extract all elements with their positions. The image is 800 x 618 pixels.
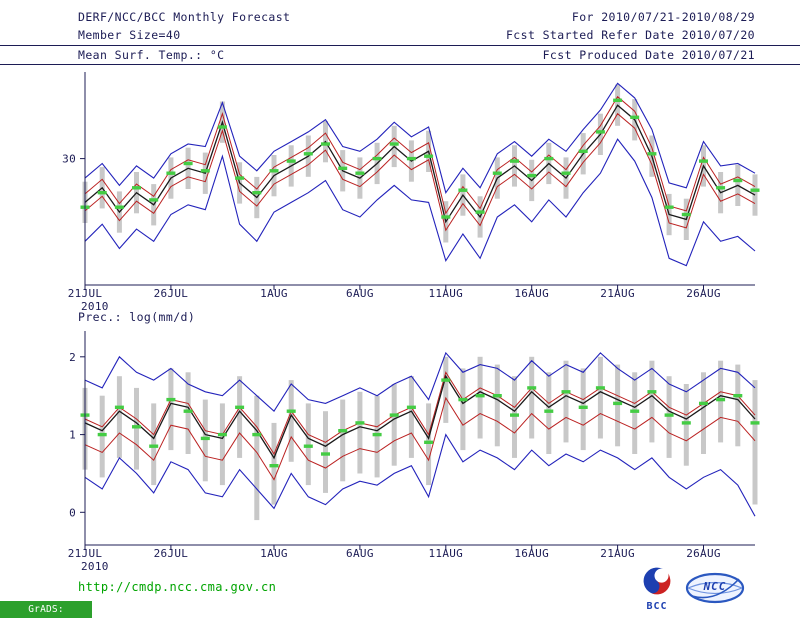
forecast-range: For 2010/07/21-2010/08/29 [571, 10, 755, 24]
ncc-logo-label: NCC [703, 580, 727, 593]
header-divider-2 [0, 64, 800, 65]
bcc-logo-label: BCC [646, 601, 668, 612]
spread-bar [408, 376, 414, 458]
y-tick-label: 2 [69, 351, 76, 364]
spread-bar [683, 384, 689, 466]
member-size-label: Member Size=40 [78, 28, 181, 42]
spread-bar [632, 372, 638, 454]
spread-bar [615, 364, 621, 447]
x-tick-label: 26AUG [686, 547, 721, 560]
x-tick-label: 6AUG [346, 547, 374, 560]
x-tick-label: 21JUL [68, 547, 103, 560]
series-ensemble-mean [84, 104, 756, 224]
series-ensemble-min [84, 138, 756, 267]
spread-bar [563, 360, 569, 443]
spread-bar [116, 376, 122, 458]
x-tick-label: 6AUG [346, 287, 374, 300]
spread-bar [99, 395, 105, 478]
x-tick-label: 26AUG [686, 287, 721, 300]
series-ensemble-max [84, 82, 756, 194]
cma-ncc-logo [685, 572, 745, 604]
globe-line-icon [687, 581, 743, 589]
spread-bar [718, 360, 724, 443]
x-axis-year: 2010 [81, 560, 109, 573]
y-tick-label: 0 [69, 506, 76, 519]
spread-bar [219, 403, 225, 486]
spread-bar [340, 399, 346, 482]
spread-bar [151, 403, 157, 486]
series-upper-quartile [84, 95, 756, 215]
spread-bar [512, 376, 517, 458]
y-tick-label: 30 [62, 153, 76, 166]
spread-bar [649, 360, 655, 443]
bcc-swirl-icon [642, 566, 672, 596]
source-url: http://cmdp.ncc.cma.gov.cn [78, 580, 277, 594]
spread-bar [305, 403, 311, 486]
spread-bar [494, 364, 500, 447]
spread-bar [546, 372, 552, 454]
bcc-logo: BCC [640, 566, 674, 612]
series-upper-quartile [84, 371, 756, 456]
spread-bar [391, 384, 397, 466]
spread-bar [426, 403, 432, 486]
fcst-produced-date: Fcst Produced Date 2010/07/21 [542, 48, 755, 62]
x-tick-label: 26JUL [154, 287, 189, 300]
spread-bar [701, 372, 706, 454]
x-tick-label: 16AUG [514, 547, 549, 560]
series-ensemble-mean [84, 374, 756, 460]
precip-chart-title: Prec.: log(mm/d) [78, 310, 196, 324]
x-tick-label: 21JUL [68, 287, 103, 300]
series-lower-quartile [84, 396, 756, 481]
x-tick-label: 1AUG [260, 287, 288, 300]
spread-bar [357, 391, 363, 474]
y-tick-label: 1 [69, 429, 76, 442]
spread-bar [460, 368, 466, 451]
spread-bar [580, 368, 586, 451]
page-title: DERF/NCC/BCC Monthly Forecast [78, 10, 291, 24]
spread-bar [443, 356, 449, 423]
spread-bar [597, 356, 603, 439]
spread-bar [134, 387, 139, 470]
x-tick-label: 11AUG [428, 287, 463, 300]
temperature-chart: 30 21JUL 26JUL 1AUG 6AUG 11AUG 16AUG 21AUG 26AUG… [62, 72, 760, 313]
spread-bar [237, 376, 243, 458]
swoosh-icon [691, 578, 740, 599]
series-ensemble-min [84, 433, 756, 517]
series-lower-quartile [84, 112, 756, 232]
x-tick-label: 26JUL [154, 547, 189, 560]
x-tick-label: 16AUG [514, 287, 549, 300]
spread-bar [477, 356, 483, 439]
spread-bar [666, 376, 672, 458]
spread-bar [752, 380, 758, 505]
fcst-start-date: Fcst Started Refer Date 2010/07/20 [505, 28, 755, 42]
spread-bar [529, 356, 535, 439]
x-tick-label: 21AUG [600, 547, 635, 560]
spread-bar [735, 364, 741, 447]
spread-bar [254, 395, 260, 521]
spread-bar [168, 368, 174, 451]
x-tick-label: 21AUG [600, 287, 635, 300]
temp-chart-title: Mean Surf. Temp.: °C [78, 48, 225, 62]
x-tick-label: 11AUG [428, 547, 463, 560]
spread-bar [288, 380, 294, 462]
x-tick-label: 1AUG [260, 547, 288, 560]
header-divider-1 [0, 45, 800, 46]
spread-bar [185, 372, 191, 454]
precipitation-chart: 0 1 2 21JUL 26JUL 1AUG 6AUG 11AUG 16AUG 21AUG 26AU… [68, 331, 760, 573]
series-ensemble-max [84, 351, 756, 413]
grads-stamp: GrADS: COLA/IGES [0, 601, 92, 618]
globe-line-icon [687, 587, 743, 595]
spread-bar [271, 422, 277, 505]
x-axis-year: 2010 [81, 300, 109, 313]
spread-bar [374, 395, 380, 478]
spread-bar [323, 411, 328, 493]
spread-bar [202, 399, 208, 482]
